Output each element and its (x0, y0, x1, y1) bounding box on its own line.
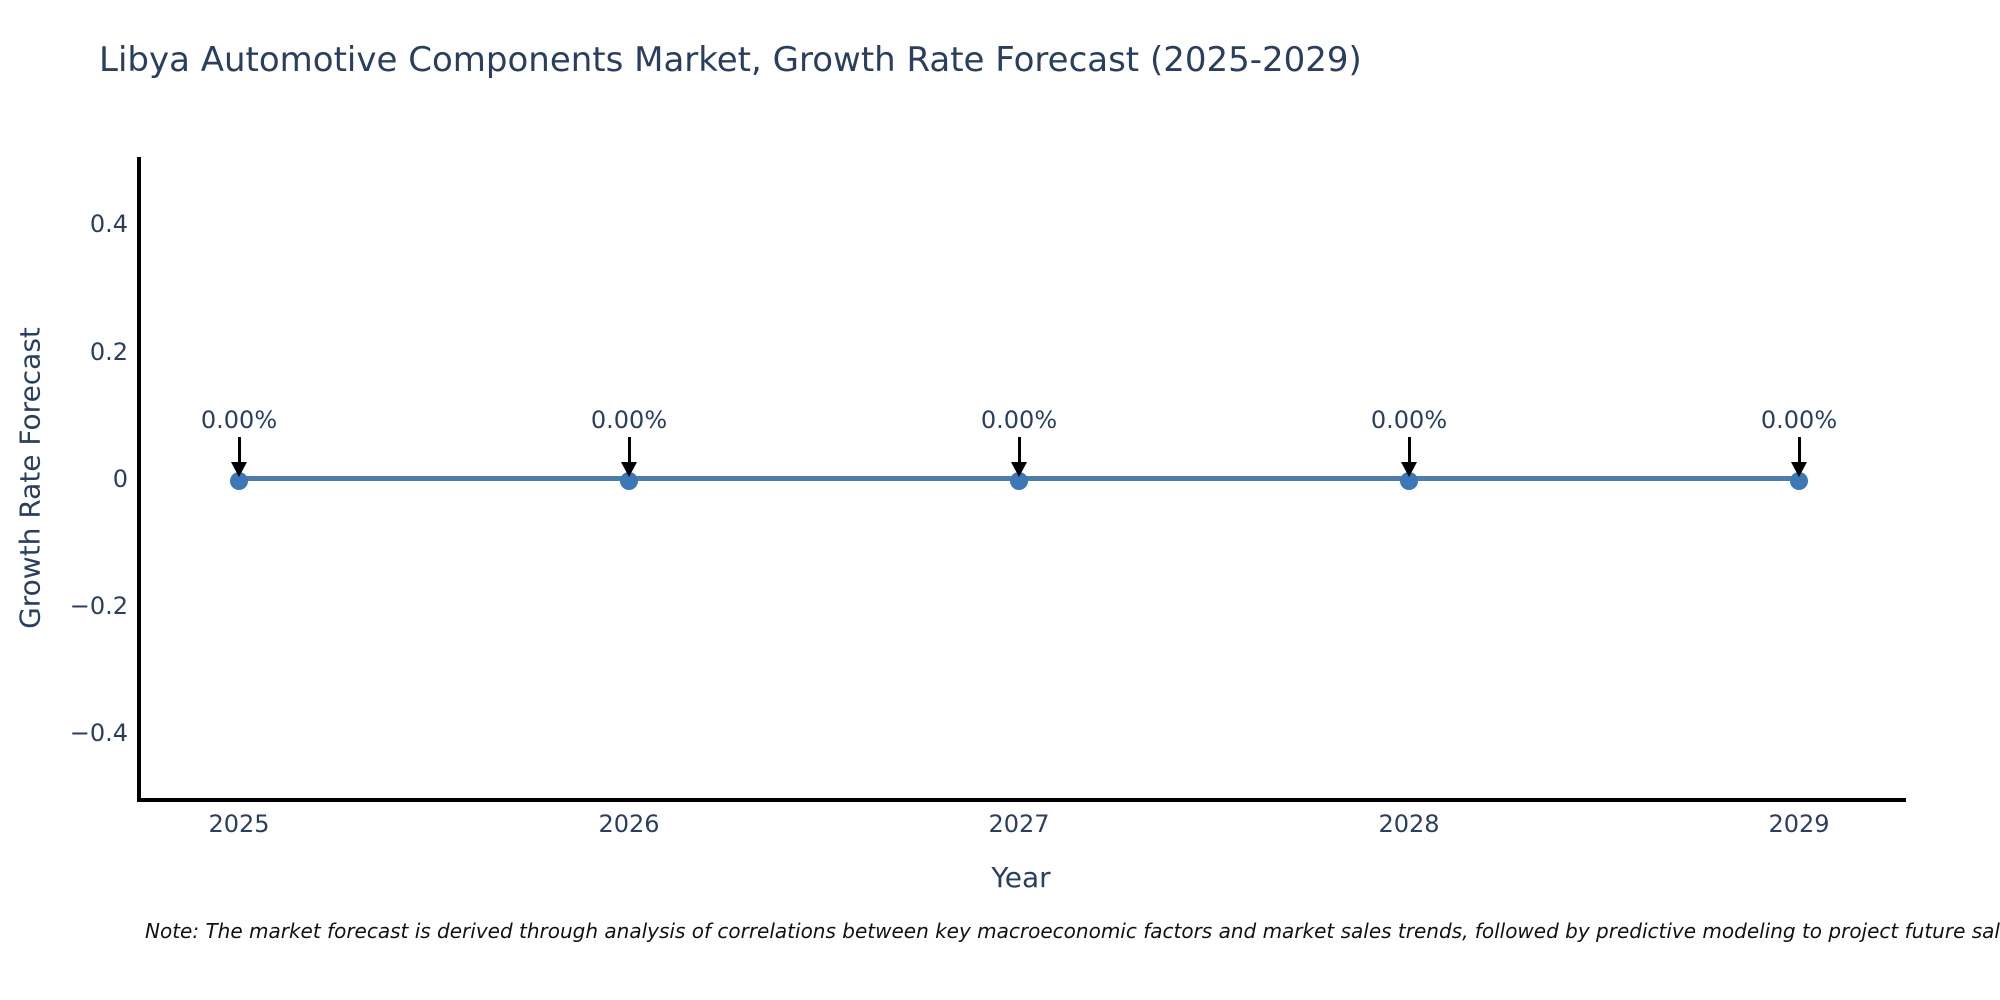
methodology-note: Note: The market forecast is derived thr… (145, 919, 2000, 943)
arrow-down-icon (621, 462, 637, 477)
x-tick-label: 2025 (208, 810, 270, 838)
point-label-2029: 0.00% (1760, 406, 1838, 434)
x-tick-label: 2028 (1378, 810, 1440, 838)
y-tick-label: −0.4 (69, 719, 128, 747)
arrow-stem (1018, 437, 1021, 465)
point-label-2028: 0.00% (1370, 406, 1448, 434)
arrow-stem (628, 437, 631, 465)
x-tick-label: 2026 (598, 810, 660, 838)
arrow-down-icon (1791, 462, 1807, 477)
arrow-down-icon (1401, 462, 1417, 477)
x-tick-label: 2029 (1768, 810, 1830, 838)
arrow-down-icon (231, 462, 247, 477)
point-label-2025: 0.00% (200, 406, 278, 434)
y-tick-label: −0.2 (69, 592, 128, 620)
arrow-stem (238, 437, 241, 465)
x-tick-label: 2027 (988, 810, 1050, 838)
y-tick-label: 0.2 (89, 338, 128, 366)
point-label-2026: 0.00% (590, 406, 668, 434)
arrow-stem (1408, 437, 1411, 465)
arrow-down-icon (1011, 462, 1027, 477)
point-label-2027: 0.00% (980, 406, 1058, 434)
y-axis-line (137, 157, 141, 802)
chart-title: Libya Automotive Components Market, Grow… (99, 40, 1362, 80)
y-tick-label: 0.4 (89, 210, 128, 238)
x-axis-title: Year (991, 861, 1051, 894)
y-tick-label: 0 (112, 465, 128, 493)
x-axis-line (137, 798, 1906, 802)
arrow-stem (1798, 437, 1801, 465)
